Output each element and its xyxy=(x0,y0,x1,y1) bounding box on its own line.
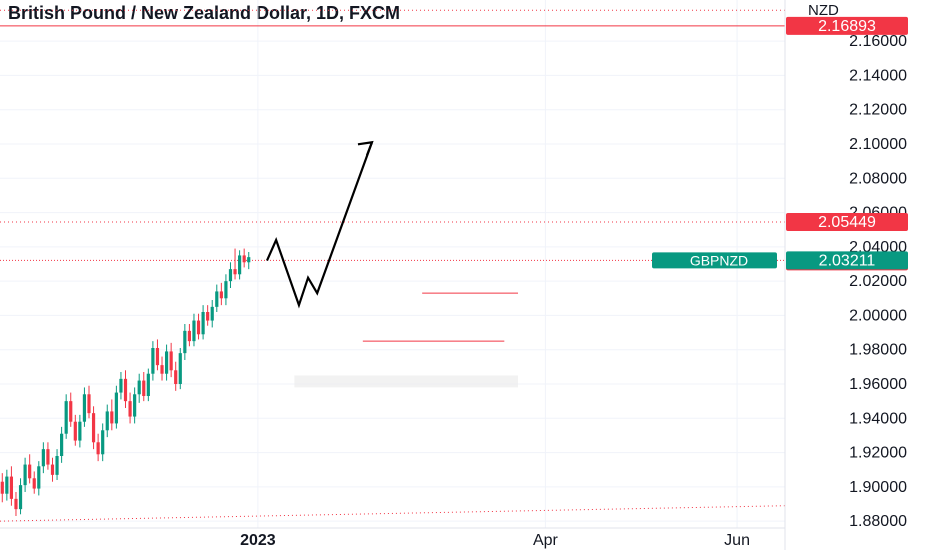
candle-body xyxy=(46,449,50,465)
candle-body xyxy=(174,370,178,384)
projection-path xyxy=(265,141,373,309)
candle-body xyxy=(206,312,210,321)
candle-body xyxy=(18,485,23,510)
currency-label: NZD xyxy=(808,2,839,19)
candle-body xyxy=(60,433,64,456)
candle-body xyxy=(201,312,205,335)
candle-body xyxy=(32,478,36,489)
candle-body xyxy=(128,401,132,417)
candle-body xyxy=(133,394,137,417)
candle-body xyxy=(247,257,251,263)
candle-body xyxy=(105,411,109,431)
candle-body xyxy=(82,394,87,422)
candle-body xyxy=(238,255,242,275)
price-label: 2.16893 xyxy=(818,18,876,35)
candle-body xyxy=(228,269,233,282)
y-tick-label: 2.00000 xyxy=(849,307,907,324)
candle-body xyxy=(183,330,187,354)
x-tick-label: 2023 xyxy=(240,532,276,549)
y-tick-label: 1.96000 xyxy=(849,376,907,393)
last-price-label: 2.03211 xyxy=(819,252,876,269)
candle-body xyxy=(224,281,228,299)
candle-body xyxy=(37,466,41,489)
candle-body xyxy=(210,306,214,321)
candle-body xyxy=(196,320,201,335)
candle-body xyxy=(142,380,146,396)
y-tick-label: 1.94000 xyxy=(849,410,907,427)
candle-body xyxy=(23,464,27,486)
candle-body xyxy=(151,348,155,374)
y-tick-label: 2.10000 xyxy=(849,136,907,153)
candle-body xyxy=(87,394,91,414)
price-label: 2.05449 xyxy=(818,214,876,231)
candle-body xyxy=(96,442,100,455)
candle-body xyxy=(101,430,105,455)
symbol-tag-bg xyxy=(652,252,777,269)
support-zone xyxy=(294,375,519,388)
projection-arrowhead xyxy=(357,140,374,156)
candle-body xyxy=(219,291,223,299)
candle-body xyxy=(155,348,160,366)
chart-title: British Pound / New Zealand Dollar, 1D, … xyxy=(8,3,401,23)
candle-body xyxy=(69,401,73,422)
trendline xyxy=(0,505,786,522)
candle-body xyxy=(192,320,196,342)
candle-body xyxy=(5,476,9,494)
candle-body xyxy=(146,373,150,396)
candle-body xyxy=(164,351,169,374)
candle-body xyxy=(160,365,164,374)
symbol-tag: GBPNZD xyxy=(690,252,748,268)
candle-body xyxy=(187,330,192,342)
candle-body xyxy=(242,255,246,263)
candle-body xyxy=(9,476,14,499)
candle-body xyxy=(114,392,118,424)
candle-body xyxy=(41,449,45,467)
candle-body xyxy=(50,464,55,475)
candle-body xyxy=(28,464,32,479)
candle-body xyxy=(64,401,68,434)
x-tick-label: Jun xyxy=(724,532,750,549)
candle-body xyxy=(0,481,4,494)
y-tick-label: 1.88000 xyxy=(849,513,907,530)
candle-body xyxy=(73,421,77,441)
price-axis xyxy=(785,0,932,550)
candle-body xyxy=(178,353,182,384)
y-tick-label: 1.98000 xyxy=(849,342,907,359)
last-price-label-bg xyxy=(786,251,908,270)
y-tick-label: 2.02000 xyxy=(849,273,907,290)
candle-body xyxy=(137,380,141,395)
price-label-bg xyxy=(786,213,908,232)
candle-body xyxy=(78,421,82,441)
y-tick-label: 2.14000 xyxy=(849,67,907,84)
price-label-bg xyxy=(786,16,908,35)
y-tick-label: 1.90000 xyxy=(849,479,907,496)
y-tick-label: 2.08000 xyxy=(849,170,907,187)
candle-body xyxy=(14,498,18,510)
candle-body xyxy=(55,456,59,475)
candle-body xyxy=(119,378,123,393)
candle-body xyxy=(91,413,96,443)
candle-body xyxy=(123,378,128,402)
x-tick-label: Apr xyxy=(533,532,559,549)
candle-body xyxy=(169,351,173,371)
candle-body xyxy=(110,411,114,424)
y-tick-label: 2.12000 xyxy=(849,102,907,119)
candle-body xyxy=(215,291,219,307)
y-tick-label: 2.16000 xyxy=(849,33,907,50)
candle-body xyxy=(233,269,237,275)
y-tick-label: 1.92000 xyxy=(849,445,907,462)
